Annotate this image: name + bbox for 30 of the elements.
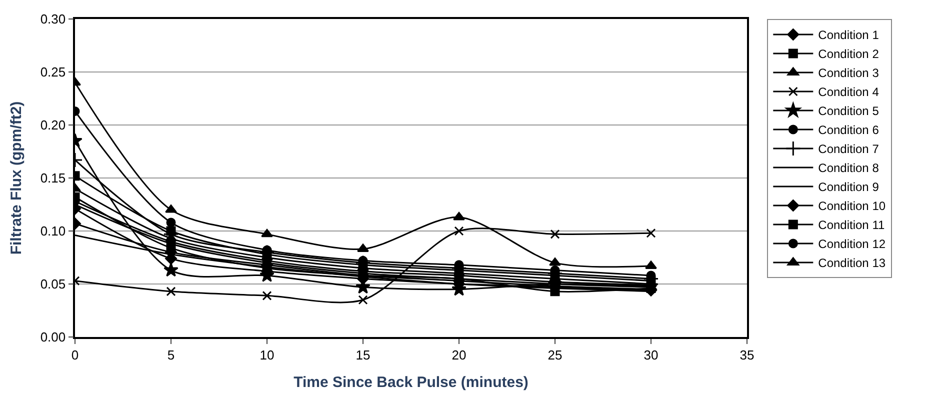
x-tick-label: 15 (356, 347, 370, 362)
legend-label: Condition 12 (818, 237, 886, 252)
x-tick-label: 30 (644, 347, 658, 362)
y-tick-label: 0.30 (40, 12, 66, 27)
legend-label: Condition 8 (818, 161, 880, 176)
x-tick-label: 35 (740, 347, 754, 362)
legend-label: Condition 2 (818, 47, 880, 62)
legend-label: Condition 3 (818, 66, 880, 80)
legend-label: Condition 11 (818, 218, 885, 232)
y-tick-label: 0.05 (40, 276, 66, 292)
x-tick-label: 20 (452, 347, 466, 362)
legend-label: Condition 6 (818, 123, 880, 138)
x-tick-label: 10 (260, 347, 274, 362)
x-tick-label: 0 (71, 347, 79, 362)
y-axis-title: Filtrate Flux (gpm/ft2) (8, 101, 26, 255)
x-tick-label: 25 (548, 347, 562, 362)
y-tick-label: 0.15 (40, 170, 66, 186)
y-tick-label: 0.10 (40, 224, 66, 239)
x-axis-title: Time Since Back Pulse (minutes) (294, 374, 528, 391)
legend-label: Condition 5 (818, 104, 880, 118)
legend-label: Condition 10 (818, 199, 886, 214)
x-tick-label: 5 (167, 347, 175, 362)
legend-label: Condition 1 (818, 28, 880, 42)
legend-label: Condition 13 (818, 256, 886, 270)
y-tick-label: 0.00 (40, 330, 66, 345)
y-tick-label: 0.25 (40, 64, 66, 80)
legend-label: Condition 4 (818, 85, 880, 100)
legend-label: Condition 7 (818, 142, 880, 156)
y-tick-label: 0.20 (40, 118, 66, 133)
legend-label: Condition 9 (818, 180, 880, 194)
